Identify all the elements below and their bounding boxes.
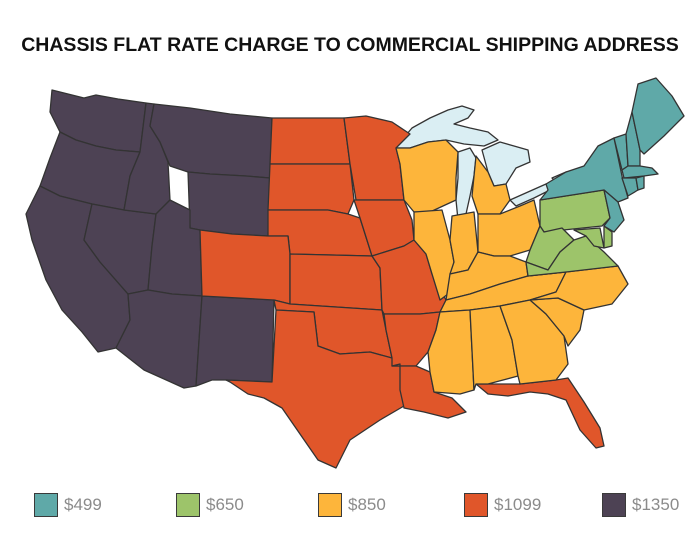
state-massachusetts <box>621 165 659 179</box>
region-1099 <box>199 115 605 469</box>
legend-label-850: $850 <box>348 495 386 514</box>
state-new-hampshire <box>625 111 641 167</box>
legend-item-499: $499 <box>34 490 102 520</box>
legend-swatch-650 <box>176 493 200 517</box>
legend-label-650: $650 <box>206 495 244 514</box>
region-850 <box>395 139 629 395</box>
legend-item-1099: $1099 <box>464 490 541 520</box>
state-rhode-island <box>635 175 645 191</box>
legend: $499 $650 $850 $1099 $1350 <box>0 490 700 522</box>
legend-swatch-1099 <box>464 493 488 517</box>
map-title: CHASSIS FLAT RATE CHARGE TO COMMERCIAL S… <box>21 34 679 56</box>
state-new-mexico <box>195 295 275 387</box>
legend-item-850: $850 <box>318 490 386 520</box>
state-florida <box>475 377 605 449</box>
state-maine <box>631 77 685 155</box>
lake-michigan <box>455 147 477 221</box>
state-kansas <box>289 253 383 311</box>
state-texas <box>225 309 405 469</box>
state-new-jersey <box>603 189 625 233</box>
legend-label-1099: $1099 <box>494 495 542 514</box>
state-south-dakota <box>267 163 355 215</box>
state-new-york <box>539 137 629 203</box>
state-maryland <box>573 227 605 249</box>
legend-label-499: $499 <box>64 495 102 514</box>
state-arizona <box>115 289 203 389</box>
state-louisiana <box>391 363 467 419</box>
legend-item-1350: $1350 <box>602 490 679 520</box>
state-michigan <box>471 155 511 215</box>
state-wisconsin <box>395 139 459 213</box>
region-499 <box>539 77 685 233</box>
region-650 <box>525 189 619 277</box>
legend-label-1350: $1350 <box>632 495 680 514</box>
state-illinois <box>413 209 455 301</box>
legend-swatch-850 <box>318 493 342 517</box>
state-delaware <box>603 225 613 249</box>
state-arkansas <box>383 311 441 367</box>
legend-swatch-499 <box>34 493 58 517</box>
region-1350 <box>25 89 275 389</box>
legend-swatch-1350 <box>602 493 626 517</box>
state-wyoming <box>187 171 271 237</box>
legend-item-650: $650 <box>176 490 244 520</box>
state-colorado <box>199 229 291 305</box>
state-north-dakota <box>269 117 351 165</box>
